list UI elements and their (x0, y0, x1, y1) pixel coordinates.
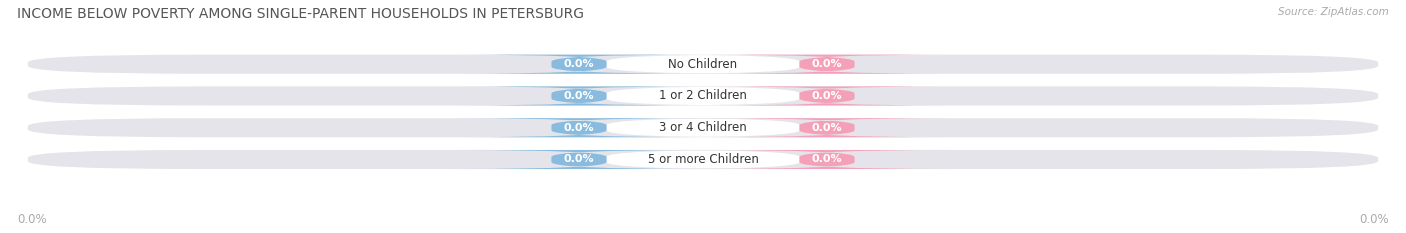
Text: 1 or 2 Children: 1 or 2 Children (659, 89, 747, 103)
FancyBboxPatch shape (703, 150, 950, 169)
Text: 0.0%: 0.0% (17, 213, 46, 226)
Text: 0.0%: 0.0% (811, 59, 842, 69)
FancyBboxPatch shape (456, 150, 703, 169)
FancyBboxPatch shape (28, 150, 1378, 169)
FancyBboxPatch shape (456, 118, 703, 137)
FancyBboxPatch shape (703, 55, 950, 74)
FancyBboxPatch shape (28, 118, 1378, 137)
Text: 5 or more Children: 5 or more Children (648, 153, 758, 166)
FancyBboxPatch shape (703, 118, 950, 137)
FancyBboxPatch shape (456, 86, 703, 106)
Text: No Children: No Children (668, 58, 738, 71)
FancyBboxPatch shape (606, 118, 800, 137)
Text: 3 or 4 Children: 3 or 4 Children (659, 121, 747, 134)
FancyBboxPatch shape (606, 55, 800, 74)
Text: 0.0%: 0.0% (811, 154, 842, 164)
Text: 0.0%: 0.0% (1360, 213, 1389, 226)
Text: Source: ZipAtlas.com: Source: ZipAtlas.com (1278, 7, 1389, 17)
Text: 0.0%: 0.0% (564, 123, 595, 133)
FancyBboxPatch shape (703, 86, 950, 106)
FancyBboxPatch shape (606, 150, 800, 169)
FancyBboxPatch shape (28, 86, 1378, 106)
FancyBboxPatch shape (28, 55, 1378, 74)
FancyBboxPatch shape (456, 55, 703, 74)
Text: INCOME BELOW POVERTY AMONG SINGLE-PARENT HOUSEHOLDS IN PETERSBURG: INCOME BELOW POVERTY AMONG SINGLE-PARENT… (17, 7, 583, 21)
Text: 0.0%: 0.0% (811, 123, 842, 133)
Text: 0.0%: 0.0% (564, 91, 595, 101)
FancyBboxPatch shape (606, 86, 800, 106)
Text: 0.0%: 0.0% (564, 154, 595, 164)
Text: 0.0%: 0.0% (811, 91, 842, 101)
Text: 0.0%: 0.0% (564, 59, 595, 69)
